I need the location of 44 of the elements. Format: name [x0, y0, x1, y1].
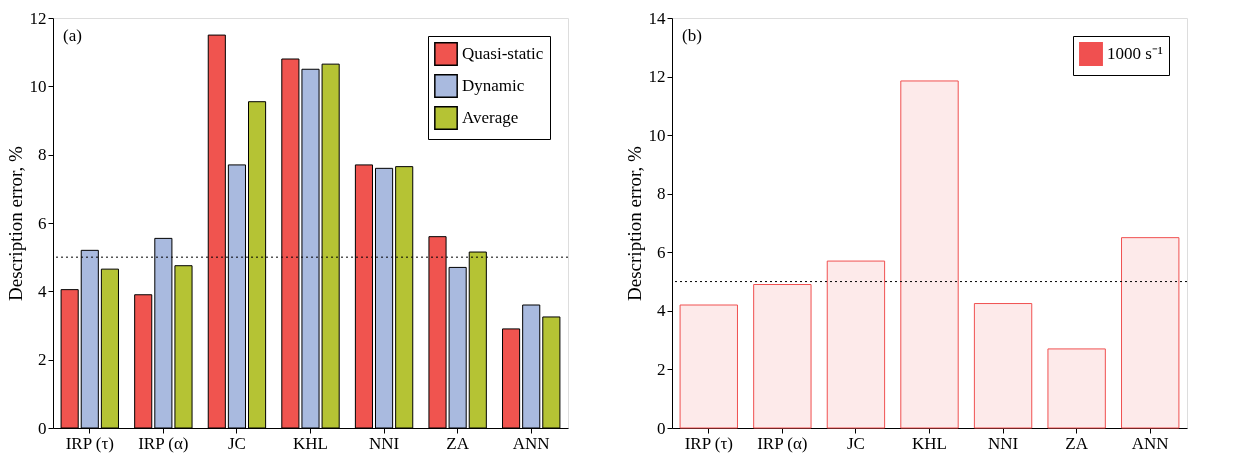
bar	[826, 260, 886, 429]
bar	[900, 80, 959, 429]
x-tick-label: ZA	[446, 433, 470, 453]
annotation: (b)	[682, 26, 702, 45]
x-tick-label: JC	[846, 433, 865, 453]
y-tick-label: 0	[38, 418, 47, 438]
y-axis-title: Description error, %	[4, 145, 26, 301]
legend-label: Dynamic	[462, 76, 525, 95]
x-tick-label: ANN	[1131, 433, 1169, 453]
legend-label: 1000 s⁻¹	[1107, 44, 1163, 63]
x-tick-label: KHL	[912, 433, 947, 453]
y-tick-label: 12	[29, 8, 47, 28]
y-tick-label: 8	[38, 145, 47, 165]
x-tick-label: NNI	[368, 433, 400, 453]
x-tick-label: NNI	[987, 433, 1019, 453]
y-tick-label: 6	[657, 242, 666, 262]
y-tick-label: 8	[657, 184, 666, 204]
y-tick-label: 0	[657, 418, 666, 438]
y-axis-title: Description error, %	[623, 145, 645, 301]
x-tick-label: KHL	[293, 433, 328, 453]
x-tick-label: IRP (τ)	[65, 433, 114, 453]
y-tick-label: 10	[29, 76, 47, 96]
y-tick-label: 2	[38, 350, 47, 370]
legend-label: Average	[462, 108, 519, 127]
legend-label: Quasi-static	[462, 44, 544, 63]
bar	[1047, 348, 1106, 429]
y-tick-label: 2	[657, 359, 666, 379]
y-tick-label: 10	[648, 125, 666, 145]
y-tick-label: 4	[657, 301, 666, 321]
x-tick-label: JC	[227, 433, 246, 453]
y-tick-label: 4	[38, 281, 47, 301]
x-tick-label: ZA	[1065, 433, 1089, 453]
bar	[679, 304, 738, 429]
bar	[753, 284, 812, 429]
y-tick-label: 6	[38, 213, 47, 233]
x-tick-label: ANN	[512, 433, 550, 453]
y-tick-label: 14	[648, 8, 666, 28]
bar	[1121, 237, 1180, 429]
y-tick-label: 12	[648, 67, 666, 87]
annotation: (a)	[63, 26, 82, 45]
bar	[973, 303, 1033, 429]
x-tick-label: IRP (α)	[138, 433, 189, 453]
x-tick-label: IRP (α)	[757, 433, 808, 453]
x-tick-label: IRP (τ)	[684, 433, 733, 453]
